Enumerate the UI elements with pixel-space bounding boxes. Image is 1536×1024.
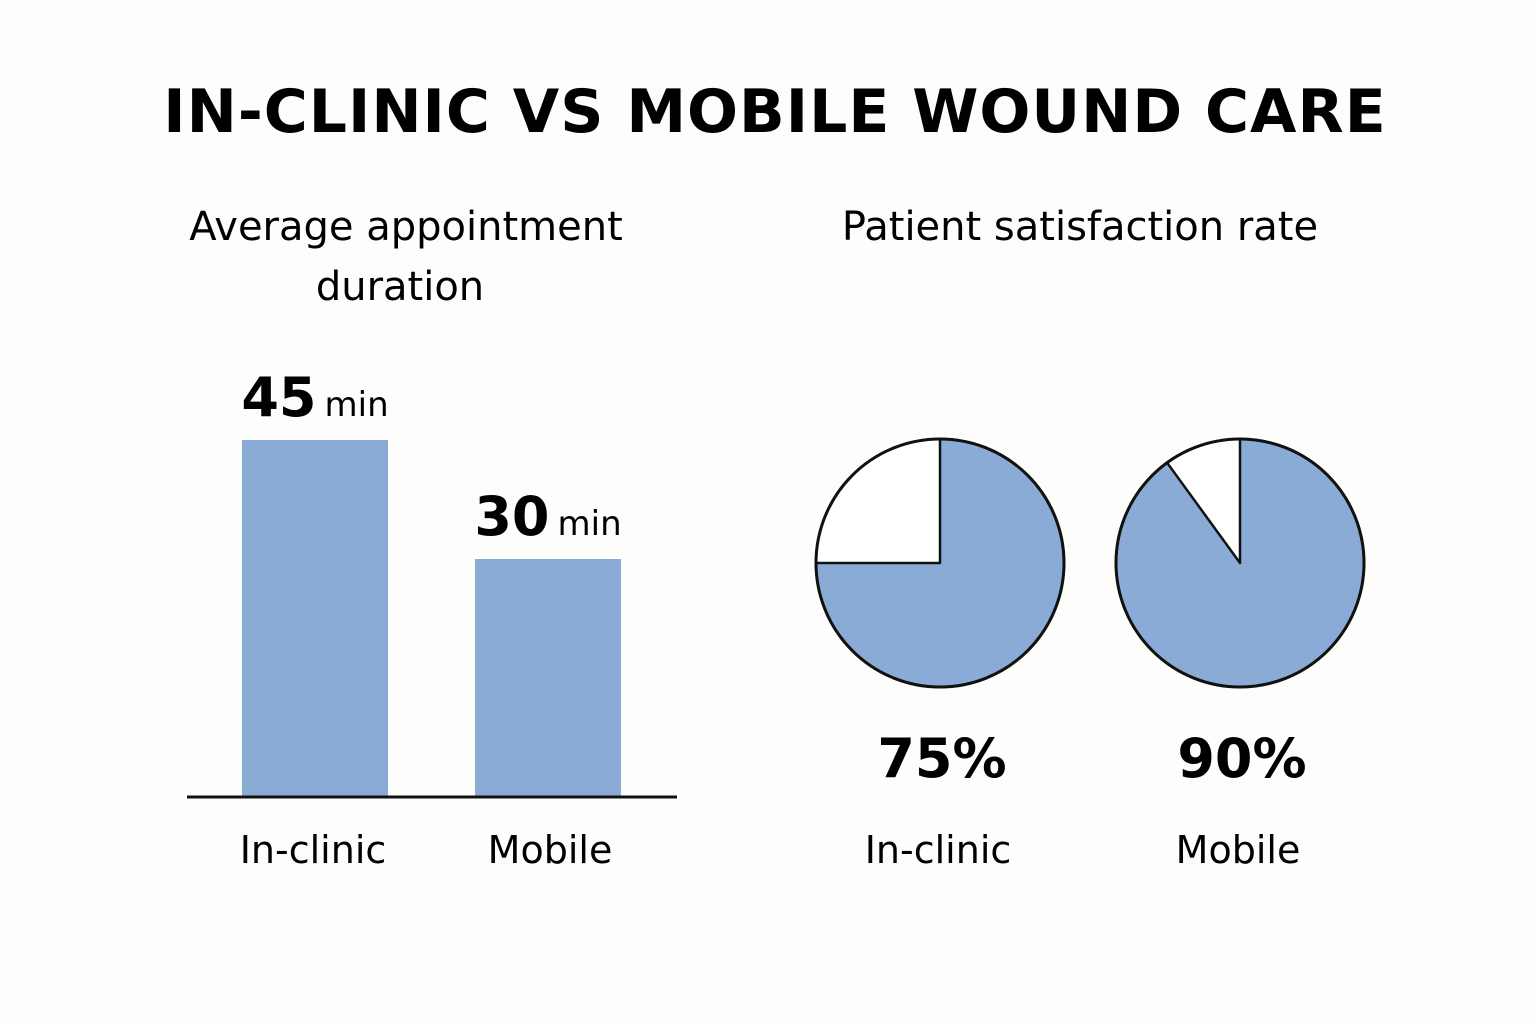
pie-in-clinic [814, 437, 1066, 689]
bar-category-label-mobile: Mobile [488, 828, 613, 872]
bar-value-label-in-clinic: 45 min [241, 366, 388, 429]
pie-panel: Patient satisfaction rate 75% In-clinic 90… [814, 204, 1366, 872]
page-title: IN-CLINIC VS MOBILE WOUND CARE [163, 77, 1386, 147]
bar-value-label-mobile: 30 min [474, 485, 621, 548]
bar-value-number: 45 [241, 366, 316, 429]
pie-outline [1114, 437, 1366, 689]
bar-category-label-in-clinic: In-clinic [240, 828, 387, 872]
bar-panel: Average appointment duration 45 minIn-cli… [187, 204, 677, 872]
pie-outline [814, 437, 1066, 689]
bar-value-unit: min [325, 385, 389, 425]
bar-in-clinic [242, 440, 388, 797]
bar-panel-title-line-2: duration [316, 264, 484, 310]
pie-percent-label-in-clinic: 75% [877, 727, 1006, 790]
pie-panel-title: Patient satisfaction rate [842, 204, 1318, 250]
pie-percent-label-mobile: 90% [1177, 727, 1306, 790]
pie-category-label-mobile: Mobile [1176, 828, 1301, 872]
pie-mobile [1114, 437, 1366, 689]
bar-value-number: 30 [474, 485, 549, 548]
bar-value-unit: min [558, 504, 622, 544]
bar-mobile [475, 559, 621, 797]
pie-series: 75% In-clinic 90% Mobile [814, 437, 1366, 872]
pie-category-label-in-clinic: In-clinic [865, 828, 1012, 872]
bar-panel-title-line-1: Average appointment [189, 204, 623, 250]
